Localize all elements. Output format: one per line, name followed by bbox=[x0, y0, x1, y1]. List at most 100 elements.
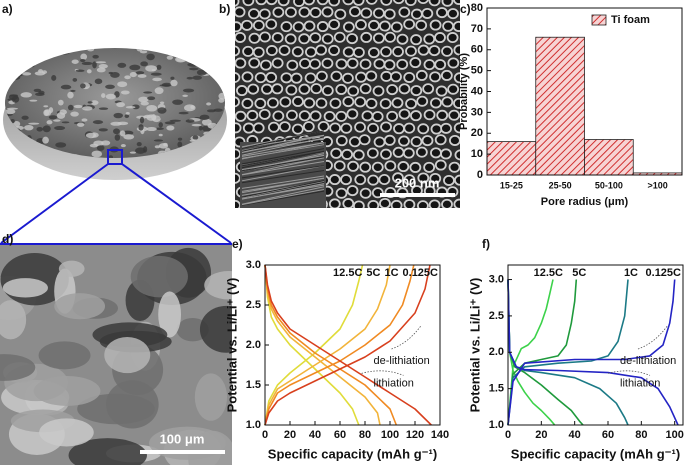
pore bbox=[258, 8, 271, 20]
pore bbox=[105, 93, 116, 100]
pore bbox=[386, 110, 399, 122]
pore bbox=[440, 148, 452, 160]
pore bbox=[158, 143, 169, 149]
annotation-arrow bbox=[391, 324, 422, 350]
flake bbox=[39, 418, 94, 447]
streak bbox=[241, 180, 325, 199]
pore bbox=[21, 115, 29, 120]
streak bbox=[241, 180, 325, 198]
pore bbox=[310, 83, 323, 95]
curve bbox=[507, 279, 554, 426]
x-axis-title: Specific capacity (mAh g⁻¹) bbox=[268, 446, 437, 461]
pore bbox=[53, 119, 61, 122]
pore bbox=[124, 75, 131, 80]
pore bbox=[372, 32, 385, 44]
pore bbox=[434, 159, 447, 171]
pore bbox=[430, 97, 442, 109]
pore bbox=[265, 71, 278, 83]
pore bbox=[5, 48, 10, 50]
pore bbox=[347, 85, 360, 97]
pore bbox=[172, 99, 184, 105]
pore bbox=[380, 121, 392, 133]
pore bbox=[286, 109, 298, 121]
y-axis-title: Probability (%) bbox=[458, 53, 470, 130]
pore bbox=[422, 83, 435, 95]
y-tick-label: 50 bbox=[471, 65, 483, 77]
pore bbox=[290, 72, 303, 84]
panel-label: b) bbox=[219, 2, 230, 16]
pore bbox=[143, 91, 153, 94]
pore bbox=[94, 78, 103, 85]
pore bbox=[328, 0, 341, 7]
streak bbox=[241, 137, 325, 156]
pore bbox=[342, 46, 355, 58]
pore bbox=[448, 109, 460, 121]
y-tick-label: 1.5 bbox=[489, 383, 504, 395]
pore bbox=[125, 112, 130, 115]
pore bbox=[342, 96, 355, 108]
annotation-arrow bbox=[637, 324, 669, 350]
pore bbox=[116, 101, 125, 108]
pore bbox=[177, 141, 183, 148]
pore bbox=[384, 160, 397, 172]
pore bbox=[405, 45, 417, 57]
pore bbox=[267, 121, 280, 133]
pore bbox=[379, 197, 391, 208]
pore bbox=[80, 58, 86, 63]
pore bbox=[248, 32, 261, 44]
pore bbox=[182, 88, 195, 93]
streak bbox=[241, 165, 325, 179]
pore bbox=[272, 110, 285, 122]
streak bbox=[241, 175, 325, 189]
pore bbox=[373, 7, 385, 19]
pore bbox=[71, 59, 79, 64]
x-tick-label: 25-50 bbox=[549, 180, 572, 190]
pore bbox=[5, 147, 9, 151]
pore bbox=[361, 110, 374, 122]
pore bbox=[354, 96, 367, 108]
flake bbox=[38, 341, 91, 370]
pore bbox=[321, 6, 334, 18]
y-tick-label: 30 bbox=[471, 106, 483, 118]
pore bbox=[371, 111, 384, 123]
panel-label: f) bbox=[482, 237, 490, 251]
pore bbox=[205, 48, 211, 51]
pore bbox=[280, 72, 293, 84]
streak bbox=[241, 190, 325, 206]
pore bbox=[298, 33, 311, 45]
pore bbox=[39, 53, 46, 60]
streak bbox=[241, 130, 325, 149]
pore bbox=[398, 6, 411, 18]
flake bbox=[68, 438, 147, 465]
pore bbox=[285, 84, 298, 96]
pore bbox=[442, 20, 454, 32]
pore bbox=[129, 151, 137, 154]
pore bbox=[129, 72, 137, 78]
zoom-box bbox=[107, 149, 123, 165]
pore bbox=[447, 83, 460, 95]
pore bbox=[117, 81, 128, 88]
y-tick-label: 10 bbox=[471, 148, 483, 160]
pore bbox=[453, 72, 460, 84]
pore bbox=[242, 0, 255, 7]
pore bbox=[101, 93, 106, 98]
pore bbox=[346, 57, 359, 69]
flake bbox=[188, 430, 232, 465]
pore bbox=[194, 60, 203, 67]
pore bbox=[278, 121, 291, 133]
pore bbox=[278, 44, 291, 56]
pore bbox=[390, 71, 402, 83]
pore bbox=[429, 172, 442, 184]
pore bbox=[137, 74, 147, 78]
pore bbox=[235, 0, 240, 7]
pore bbox=[452, 20, 460, 32]
pore bbox=[453, 97, 460, 109]
pore bbox=[235, 6, 246, 18]
pore bbox=[59, 50, 70, 55]
pore bbox=[166, 125, 175, 131]
pore bbox=[378, 174, 391, 186]
pore bbox=[398, 108, 411, 120]
x-tick-label: 40 bbox=[309, 429, 321, 441]
series-label: 5C bbox=[366, 267, 380, 279]
pore bbox=[330, 70, 343, 82]
